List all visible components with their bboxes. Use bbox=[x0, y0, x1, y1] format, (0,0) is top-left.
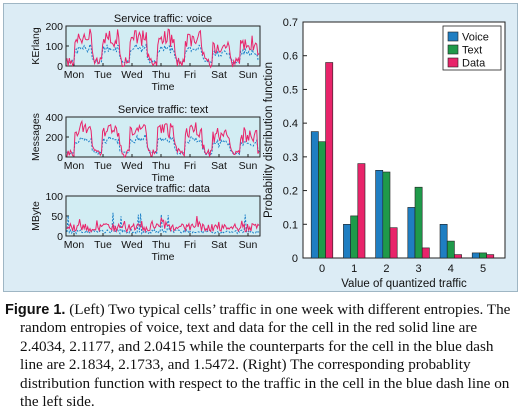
bar-data-3 bbox=[421, 247, 430, 259]
x-tick-label: Mon bbox=[64, 160, 85, 172]
bar-data-0 bbox=[325, 62, 334, 259]
panel-title: Service traffic: data bbox=[116, 183, 211, 195]
traffic-panel-0: Service traffic: voice 0 100 200 Mon Tue Wed Th… bbox=[30, 13, 261, 93]
red-solid-traffic-line bbox=[66, 28, 260, 69]
figure-panel: Service traffic: voice 0 100 200 Mon Tue Wed Th… bbox=[3, 3, 518, 292]
x-axis-label: Time bbox=[152, 81, 175, 93]
y-tick-label: 0 bbox=[57, 231, 63, 243]
blue-dash-traffic-line bbox=[66, 132, 260, 156]
x-tick-label: Tue bbox=[94, 239, 112, 251]
x-axis-label: Time bbox=[152, 251, 175, 263]
x-tick-label: Sun bbox=[239, 69, 258, 81]
legend-swatch-voice bbox=[447, 31, 459, 42]
x-tick-label: Wed bbox=[121, 69, 143, 81]
panel-plot-area bbox=[65, 25, 261, 67]
x-tick-label: 4 bbox=[448, 263, 454, 275]
x-axis-label: Time bbox=[152, 172, 175, 184]
bar-voice-0 bbox=[310, 131, 319, 259]
y-axis-label: Probability distribution function bbox=[263, 62, 275, 218]
bar-data-1 bbox=[357, 163, 366, 259]
bar-text-3 bbox=[414, 186, 423, 259]
y-tick-label: 400 bbox=[45, 112, 63, 124]
x-tick-label: Sun bbox=[239, 160, 258, 172]
legend-swatch-text bbox=[447, 44, 459, 55]
bar-voice-3 bbox=[407, 207, 416, 259]
figure-label: Figure 1. bbox=[5, 302, 66, 318]
x-tick-label: Thu bbox=[152, 160, 170, 172]
x-tick-label: Fri bbox=[184, 239, 196, 251]
traffic-panel-1: Service traffic: text 0 200 400 Mon Tue Wed Thu… bbox=[30, 104, 261, 184]
x-tick-label: 5 bbox=[480, 263, 486, 275]
x-tick-label: Mon bbox=[64, 239, 85, 251]
y-tick-label: 100 bbox=[45, 191, 63, 203]
x-tick-label: 1 bbox=[351, 263, 357, 275]
x-tick-label: Sat bbox=[211, 160, 227, 172]
x-axis-label: Value of quantized traffic bbox=[341, 278, 467, 290]
y-axis-label: Messages bbox=[30, 113, 42, 161]
y-tick-label: 50 bbox=[51, 211, 63, 223]
bar-voice-2 bbox=[375, 170, 384, 259]
bar-text-5 bbox=[479, 252, 487, 259]
x-tick-label: 3 bbox=[416, 263, 422, 275]
x-tick-label: 2 bbox=[383, 263, 389, 275]
bar-data-4 bbox=[454, 254, 462, 259]
y-tick-label: 0.2 bbox=[283, 186, 298, 198]
y-axis-label: KErlang bbox=[30, 27, 42, 65]
bar-data-5 bbox=[486, 254, 495, 259]
legend-label-data: Data bbox=[462, 58, 486, 70]
figure-caption-text: (Left) Two typical cells’ traffic in one… bbox=[20, 301, 511, 411]
x-tick-label: Fri bbox=[184, 69, 196, 81]
figure-caption: Figure 1. (Left) Two typical cells’ traf… bbox=[5, 301, 516, 411]
panel-title: Service traffic: text bbox=[118, 104, 208, 116]
x-tick-label: 0 bbox=[319, 263, 325, 275]
bar-text-0 bbox=[318, 141, 326, 259]
x-tick-label: Thu bbox=[152, 69, 170, 81]
panel-title: Service traffic: voice bbox=[114, 13, 212, 25]
bar-text-4 bbox=[446, 240, 455, 259]
bar-voice-4 bbox=[439, 224, 448, 259]
bar-data-2 bbox=[389, 227, 398, 259]
x-tick-label: Sat bbox=[211, 239, 227, 251]
traffic-panel-2: Service traffic: data 0 50 100 Mon Tue Wed Thu F… bbox=[30, 183, 261, 263]
x-tick-label: Tue bbox=[94, 69, 112, 81]
x-tick-label: Sun bbox=[239, 239, 258, 251]
legend-swatch-data bbox=[447, 57, 459, 68]
x-tick-label: Sat bbox=[211, 69, 227, 81]
x-tick-label: Tue bbox=[94, 160, 112, 172]
blue-dash-traffic-line bbox=[66, 212, 260, 236]
y-tick-label: 200 bbox=[45, 132, 63, 144]
y-tick-label: 200 bbox=[45, 21, 63, 33]
y-tick-label: 0.7 bbox=[283, 17, 298, 29]
legend-label-text: Text bbox=[462, 45, 482, 57]
bar-text-2 bbox=[382, 171, 391, 259]
pdf-bar-chart: 0 0.1 0.2 0.3 0.4 0.5 0.6 0.7 0 1 2 3 4 5 Value of qua… bbox=[263, 17, 506, 290]
x-tick-label: Thu bbox=[152, 239, 170, 251]
y-tick-label: 100 bbox=[45, 41, 63, 53]
red-solid-traffic-line bbox=[66, 119, 260, 159]
y-tick-label: 0.6 bbox=[283, 51, 298, 63]
bar-text-1 bbox=[350, 215, 359, 259]
y-tick-label: 0.4 bbox=[283, 118, 298, 130]
bar-voice-5 bbox=[471, 252, 480, 259]
y-tick-label: 0 bbox=[57, 152, 63, 164]
x-tick-label: Mon bbox=[64, 69, 85, 81]
y-tick-label: 0 bbox=[57, 61, 63, 73]
y-tick-label: 0.5 bbox=[283, 84, 298, 96]
y-axis-label: MByte bbox=[30, 201, 42, 231]
y-tick-label: 0.3 bbox=[283, 152, 298, 164]
red-solid-traffic-line bbox=[66, 216, 260, 234]
y-tick-label: 0.1 bbox=[283, 219, 298, 231]
y-tick-label: 0 bbox=[292, 253, 298, 265]
x-tick-label: Fri bbox=[184, 160, 196, 172]
x-tick-label: Wed bbox=[121, 239, 143, 251]
bar-voice-1 bbox=[343, 224, 351, 259]
x-tick-label: Wed bbox=[121, 160, 143, 172]
legend-label-voice: Voice bbox=[462, 32, 489, 44]
